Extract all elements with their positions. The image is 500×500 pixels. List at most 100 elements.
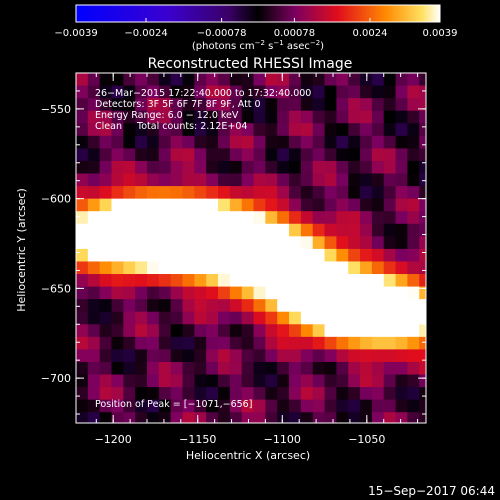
heatmap-cell bbox=[431, 274, 443, 287]
heatmap-cell bbox=[396, 425, 408, 438]
heatmap-cell bbox=[229, 85, 243, 99]
heatmap-cell bbox=[277, 286, 290, 300]
heatmap-cell bbox=[360, 211, 373, 225]
heatmap-cell bbox=[87, 186, 101, 200]
heatmap-cell bbox=[348, 198, 361, 212]
heatmap-cell bbox=[99, 336, 113, 351]
heatmap-cell bbox=[218, 160, 231, 175]
heatmap-cell bbox=[265, 374, 278, 388]
heatmap-cell bbox=[218, 361, 231, 376]
heatmap-cell bbox=[348, 186, 361, 200]
heatmap-cell bbox=[229, 73, 243, 87]
heatmap-cell bbox=[241, 173, 255, 187]
heatmap-cell bbox=[158, 299, 172, 313]
heatmap-cell bbox=[241, 148, 255, 162]
heatmap-cell bbox=[336, 261, 349, 275]
heatmap-cell bbox=[407, 160, 420, 175]
heatmap-cell bbox=[348, 123, 361, 137]
heatmap-cell bbox=[348, 299, 361, 313]
heatmap-cell bbox=[87, 148, 101, 162]
heatmap-cell bbox=[395, 173, 409, 187]
heatmap-cell bbox=[99, 324, 113, 338]
heatmap-cell bbox=[170, 160, 184, 175]
heatmap-cell bbox=[206, 299, 219, 313]
heatmap-cell bbox=[407, 198, 420, 212]
heatmap-cell bbox=[312, 311, 326, 325]
heatmap-cell bbox=[135, 123, 148, 137]
heatmap-cell bbox=[229, 160, 243, 175]
heatmap-cell bbox=[300, 160, 314, 175]
heatmap-cell bbox=[194, 286, 207, 300]
heatmap-cell bbox=[371, 361, 385, 376]
heatmap-cell bbox=[76, 374, 89, 388]
heatmap-cell bbox=[277, 186, 290, 200]
heatmap-cell bbox=[76, 361, 89, 376]
heatmap-cell bbox=[147, 236, 160, 250]
heatmap-cell bbox=[289, 349, 302, 363]
heatmap-cell bbox=[147, 412, 160, 423]
heatmap-cell bbox=[135, 399, 148, 413]
heatmap-cell bbox=[218, 311, 231, 325]
heatmap-cell bbox=[371, 374, 385, 388]
heatmap-cell bbox=[348, 399, 361, 413]
heatmap-cell bbox=[360, 73, 373, 87]
heatmap-cell bbox=[111, 211, 124, 225]
heatmap-cell bbox=[135, 286, 148, 300]
heatmap-cell bbox=[265, 349, 278, 363]
heatmap-cell bbox=[241, 223, 255, 237]
heatmap-cell bbox=[407, 173, 420, 187]
heatmap-cell bbox=[395, 399, 409, 413]
heatmap-cell bbox=[419, 211, 426, 225]
heatmap-cell bbox=[229, 211, 243, 225]
heatmap-cell bbox=[182, 186, 195, 200]
heatmap-cell bbox=[383, 98, 397, 112]
colorbar-tick-label: 0.0039 bbox=[423, 28, 458, 39]
heatmap-cell bbox=[158, 236, 172, 250]
heatmap-cell bbox=[158, 160, 172, 175]
heatmap-cell bbox=[395, 274, 409, 288]
heatmap-cell bbox=[87, 248, 101, 263]
heatmap-cell bbox=[123, 286, 136, 300]
heatmap-cell bbox=[206, 186, 219, 200]
heatmap-cell bbox=[348, 374, 361, 388]
heatmap-cell bbox=[206, 211, 219, 225]
heatmap-cell bbox=[111, 349, 124, 363]
heatmap-cell bbox=[218, 236, 231, 250]
heatmap-cell bbox=[277, 135, 290, 149]
heatmap-cell bbox=[360, 299, 373, 313]
heatmap-cell bbox=[324, 274, 337, 288]
heatmap-cell bbox=[218, 123, 231, 137]
heatmap-cell bbox=[383, 324, 397, 338]
heatmap-cell bbox=[265, 173, 278, 187]
heatmap-cell bbox=[407, 110, 420, 124]
heatmap-cell bbox=[336, 274, 349, 288]
heatmap-cell bbox=[230, 425, 242, 438]
colorbar: −0.0039 −0.0024 −0.00078 0.00078 0.0024 0.003… bbox=[54, 4, 458, 52]
heatmap-cell bbox=[277, 261, 290, 275]
heatmap-cell bbox=[253, 336, 266, 351]
heatmap-cell bbox=[218, 198, 231, 212]
heatmap-cell bbox=[99, 186, 113, 200]
heatmap-cell bbox=[395, 198, 409, 212]
heatmap-cell bbox=[147, 425, 159, 438]
heatmap-cell bbox=[194, 186, 207, 200]
heatmap-cell bbox=[229, 387, 243, 401]
heatmap-cell bbox=[76, 248, 89, 263]
heatmap-cell bbox=[229, 399, 243, 413]
heatmap-cell bbox=[253, 286, 266, 300]
heatmap-cell bbox=[277, 311, 290, 325]
heatmap-cell bbox=[99, 110, 113, 124]
heatmap-cell bbox=[158, 148, 172, 162]
heatmap-cell bbox=[194, 399, 207, 413]
heatmap-cell bbox=[431, 174, 443, 187]
heatmap-cell bbox=[324, 110, 337, 124]
heatmap-cell bbox=[182, 160, 195, 175]
heatmap-cell bbox=[371, 399, 385, 413]
heatmap-cell bbox=[135, 311, 148, 325]
heatmap-cell bbox=[312, 198, 326, 212]
heatmap-cell bbox=[111, 336, 124, 351]
heatmap-cell bbox=[111, 135, 124, 149]
heatmap-cell bbox=[371, 211, 385, 225]
heatmap-cell bbox=[170, 211, 184, 225]
heatmap-cell bbox=[99, 123, 113, 137]
